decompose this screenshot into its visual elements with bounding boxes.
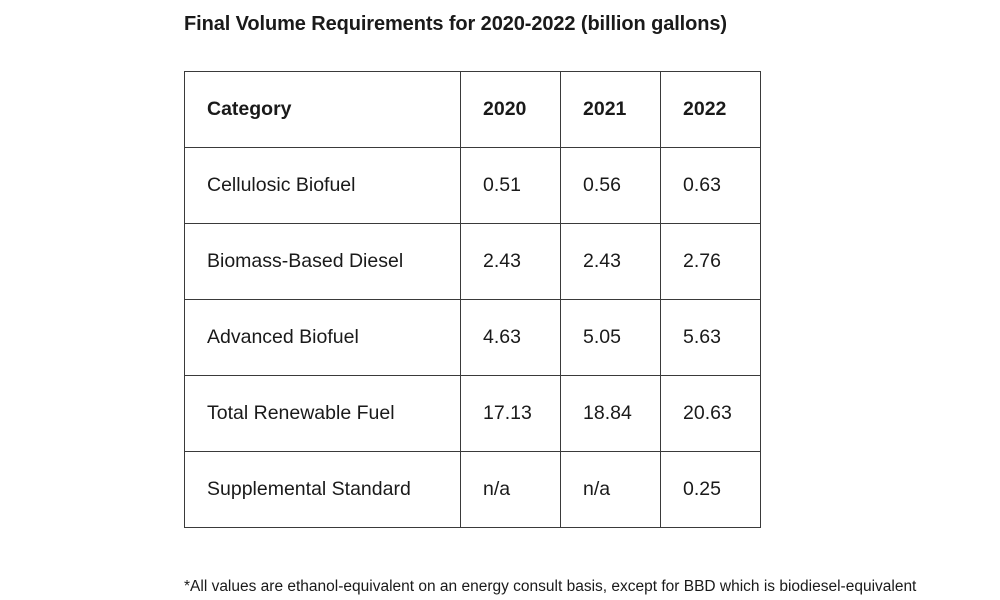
value-cell-2022: 0.63 bbox=[660, 147, 761, 224]
category-cell: Biomass-Based Diesel bbox=[184, 223, 461, 300]
value-cell-2022: 0.25 bbox=[660, 451, 761, 528]
value-cell-2022: 20.63 bbox=[660, 375, 761, 452]
value-cell-2020: 17.13 bbox=[460, 375, 561, 452]
column-header-2022: 2022 bbox=[660, 71, 761, 148]
value-cell-2021: 18.84 bbox=[560, 375, 661, 452]
footnote: *All values are ethanol-equivalent on an… bbox=[184, 578, 917, 595]
table-title: Final Volume Requirements for 2020-2022 … bbox=[184, 13, 727, 35]
value-cell-2020: n/a bbox=[460, 451, 561, 528]
column-header-category: Category bbox=[184, 71, 461, 148]
value-cell-2021: 5.05 bbox=[560, 299, 661, 376]
value-cell-2020: 0.51 bbox=[460, 147, 561, 224]
category-cell: Total Renewable Fuel bbox=[184, 375, 461, 452]
table-row: Advanced Biofuel 4.63 5.05 5.63 bbox=[184, 299, 761, 376]
table-row: Cellulosic Biofuel 0.51 0.56 0.63 bbox=[184, 147, 761, 224]
category-cell: Advanced Biofuel bbox=[184, 299, 461, 376]
table-header-row: Category 2020 2021 2022 bbox=[184, 71, 761, 148]
value-cell-2021: n/a bbox=[560, 451, 661, 528]
value-cell-2021: 0.56 bbox=[560, 147, 661, 224]
column-header-2021: 2021 bbox=[560, 71, 661, 148]
value-cell-2020: 4.63 bbox=[460, 299, 561, 376]
value-cell-2022: 5.63 bbox=[660, 299, 761, 376]
value-cell-2022: 2.76 bbox=[660, 223, 761, 300]
column-header-2020: 2020 bbox=[460, 71, 561, 148]
volume-requirements-table: Category 2020 2021 2022 Cellulosic Biofu… bbox=[184, 71, 761, 528]
table-row: Total Renewable Fuel 17.13 18.84 20.63 bbox=[184, 375, 761, 452]
category-cell: Supplemental Standard bbox=[184, 451, 461, 528]
value-cell-2020: 2.43 bbox=[460, 223, 561, 300]
table-row: Supplemental Standard n/a n/a 0.25 bbox=[184, 451, 761, 528]
table-row: Biomass-Based Diesel 2.43 2.43 2.76 bbox=[184, 223, 761, 300]
category-cell: Cellulosic Biofuel bbox=[184, 147, 461, 224]
value-cell-2021: 2.43 bbox=[560, 223, 661, 300]
